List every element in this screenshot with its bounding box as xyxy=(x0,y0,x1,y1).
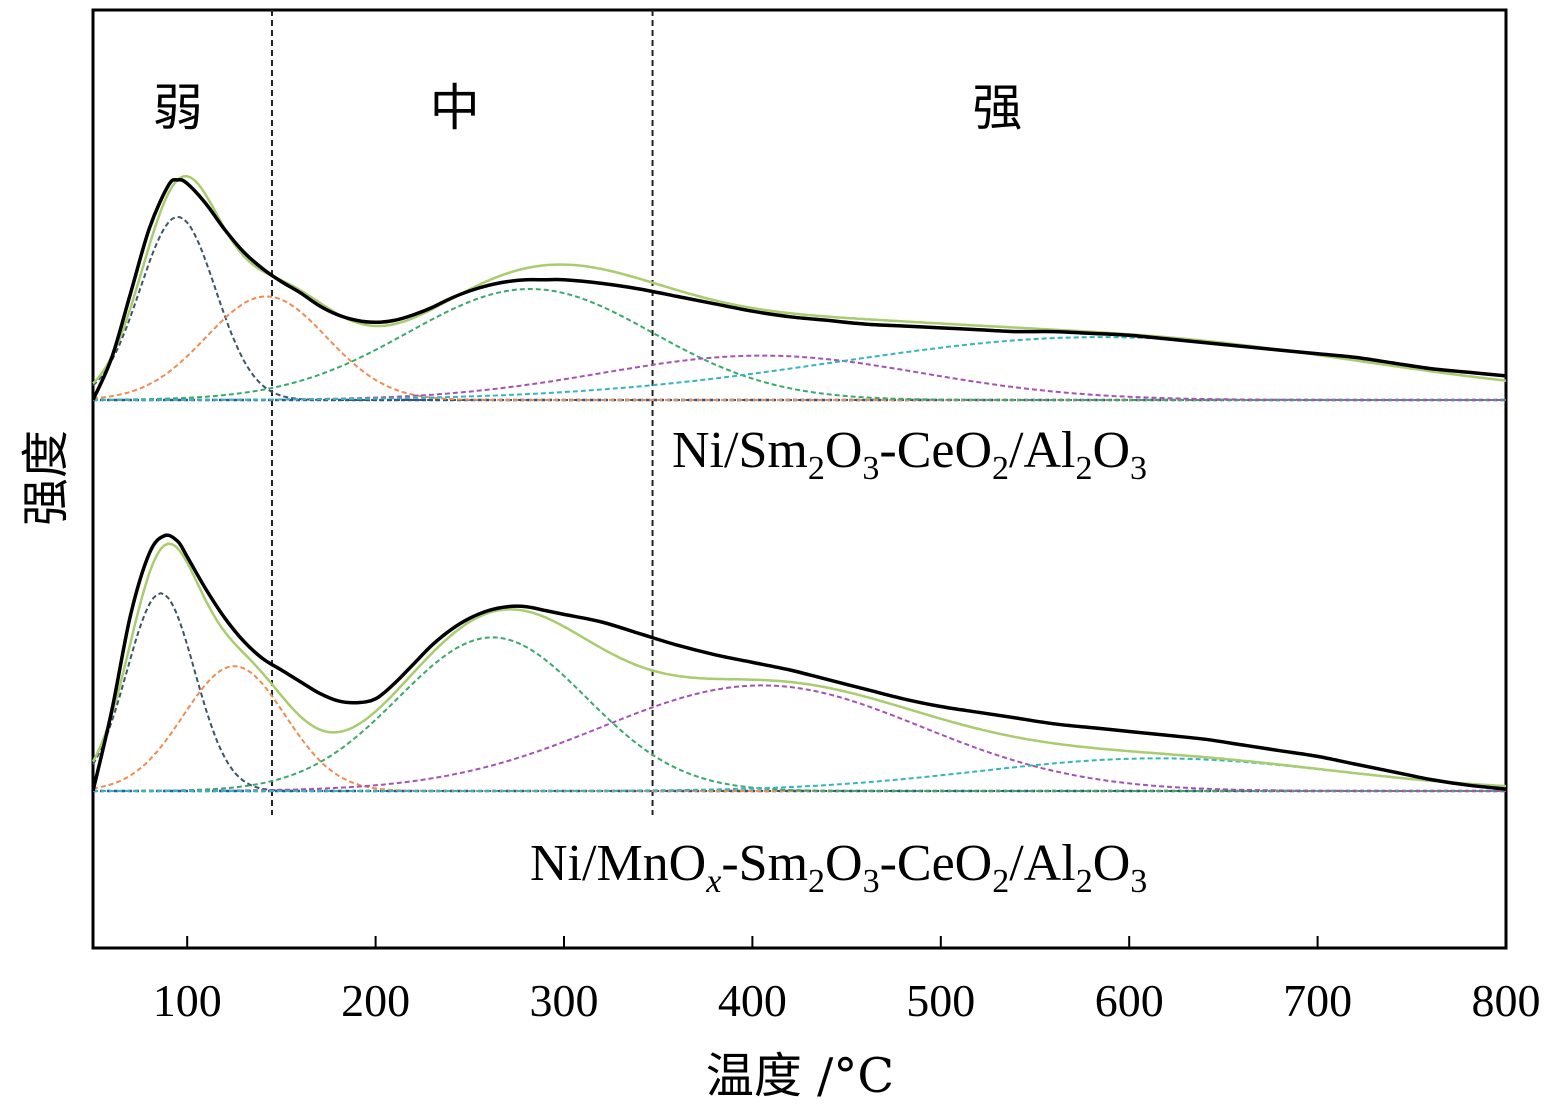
region-label: 中 xyxy=(430,79,480,137)
sample-label-part: 2 xyxy=(1075,450,1092,487)
sample-label-part: 2 xyxy=(808,863,825,900)
sample-label-part: /Al xyxy=(1009,422,1075,479)
sample-label-part: 2 xyxy=(992,450,1009,487)
sample-label-part: O xyxy=(1093,835,1131,892)
x-tick-label: 500 xyxy=(906,975,975,1026)
sample-label-part: Ni/Sm xyxy=(672,422,808,479)
fit-peak-peak5 xyxy=(93,757,1507,792)
sample-label-part: 2 xyxy=(992,863,1009,900)
y-axis-title: 强度 xyxy=(18,430,74,526)
fit-peak-peak1 xyxy=(92,592,1506,792)
x-tick-label: 400 xyxy=(718,975,787,1026)
sample-label-part: 2 xyxy=(808,450,825,487)
sample-label-part: x xyxy=(705,863,721,900)
sample-label-part: Ni/MnO xyxy=(530,835,706,892)
sample-label-part: 3 xyxy=(862,450,879,487)
sample-label-part: /Al xyxy=(1009,835,1075,892)
measured-tpd-curve xyxy=(91,177,1507,401)
sample-label-part: -Sm xyxy=(721,835,808,892)
region-label: 强 xyxy=(972,79,1022,137)
x-axis-title: 温度 /°C xyxy=(706,1048,894,1104)
region-labels: 弱中强 xyxy=(153,79,1023,137)
measured-tpd-curve xyxy=(91,533,1507,792)
sample-label-part: 2 xyxy=(1076,863,1093,900)
panel: Ni/MnOx-Sm2O3-CeO2/Al2O3 xyxy=(91,533,1507,900)
fit-peak-peak3 xyxy=(93,636,1506,792)
fit-peak-peak1 xyxy=(92,216,1506,401)
plot-frame xyxy=(91,8,1508,950)
region-boundaries xyxy=(270,10,654,815)
x-axis: 100 200 300 400 500 600 700 800 xyxy=(153,936,1541,1026)
sample-label-part: 3 xyxy=(1130,863,1147,900)
x-tick-label: 200 xyxy=(341,975,410,1026)
fitted-envelope-curve xyxy=(91,542,1507,788)
fit-peak-peak5 xyxy=(93,336,1507,401)
sample-label-part: -CeO xyxy=(879,422,992,479)
region-label: 弱 xyxy=(153,79,203,137)
sample-label-part: O xyxy=(825,422,863,479)
x-tick-label: 600 xyxy=(1095,975,1164,1026)
fit-peak-peak4 xyxy=(93,354,1506,401)
sample-label-part: O xyxy=(825,835,863,892)
fit-peak-peak3 xyxy=(93,287,1506,401)
fit-peak-peak2 xyxy=(92,295,1506,401)
sample-label-part: 3 xyxy=(863,863,880,900)
x-tick-label: 800 xyxy=(1472,975,1541,1026)
fit-peak-peak4 xyxy=(93,684,1506,792)
x-tick-label: 300 xyxy=(530,975,599,1026)
x-tick-label: 700 xyxy=(1283,975,1352,1026)
panel: Ni/Sm2O3-CeO2/Al2O3 xyxy=(91,175,1507,487)
x-tick-label: 100 xyxy=(153,975,222,1026)
sample-label-part: 3 xyxy=(1130,450,1147,487)
panels: Ni/Sm2O3-CeO2/Al2O3Ni/MnOx-Sm2O3-CeO2/Al… xyxy=(91,175,1507,900)
sample-label-part: -CeO xyxy=(880,835,993,892)
sample-label: Ni/MnOx-Sm2O3-CeO2/Al2O3 xyxy=(530,835,1147,900)
sample-label: Ni/Sm2O3-CeO2/Al2O3 xyxy=(672,422,1147,487)
sample-label-part: O xyxy=(1092,422,1130,479)
